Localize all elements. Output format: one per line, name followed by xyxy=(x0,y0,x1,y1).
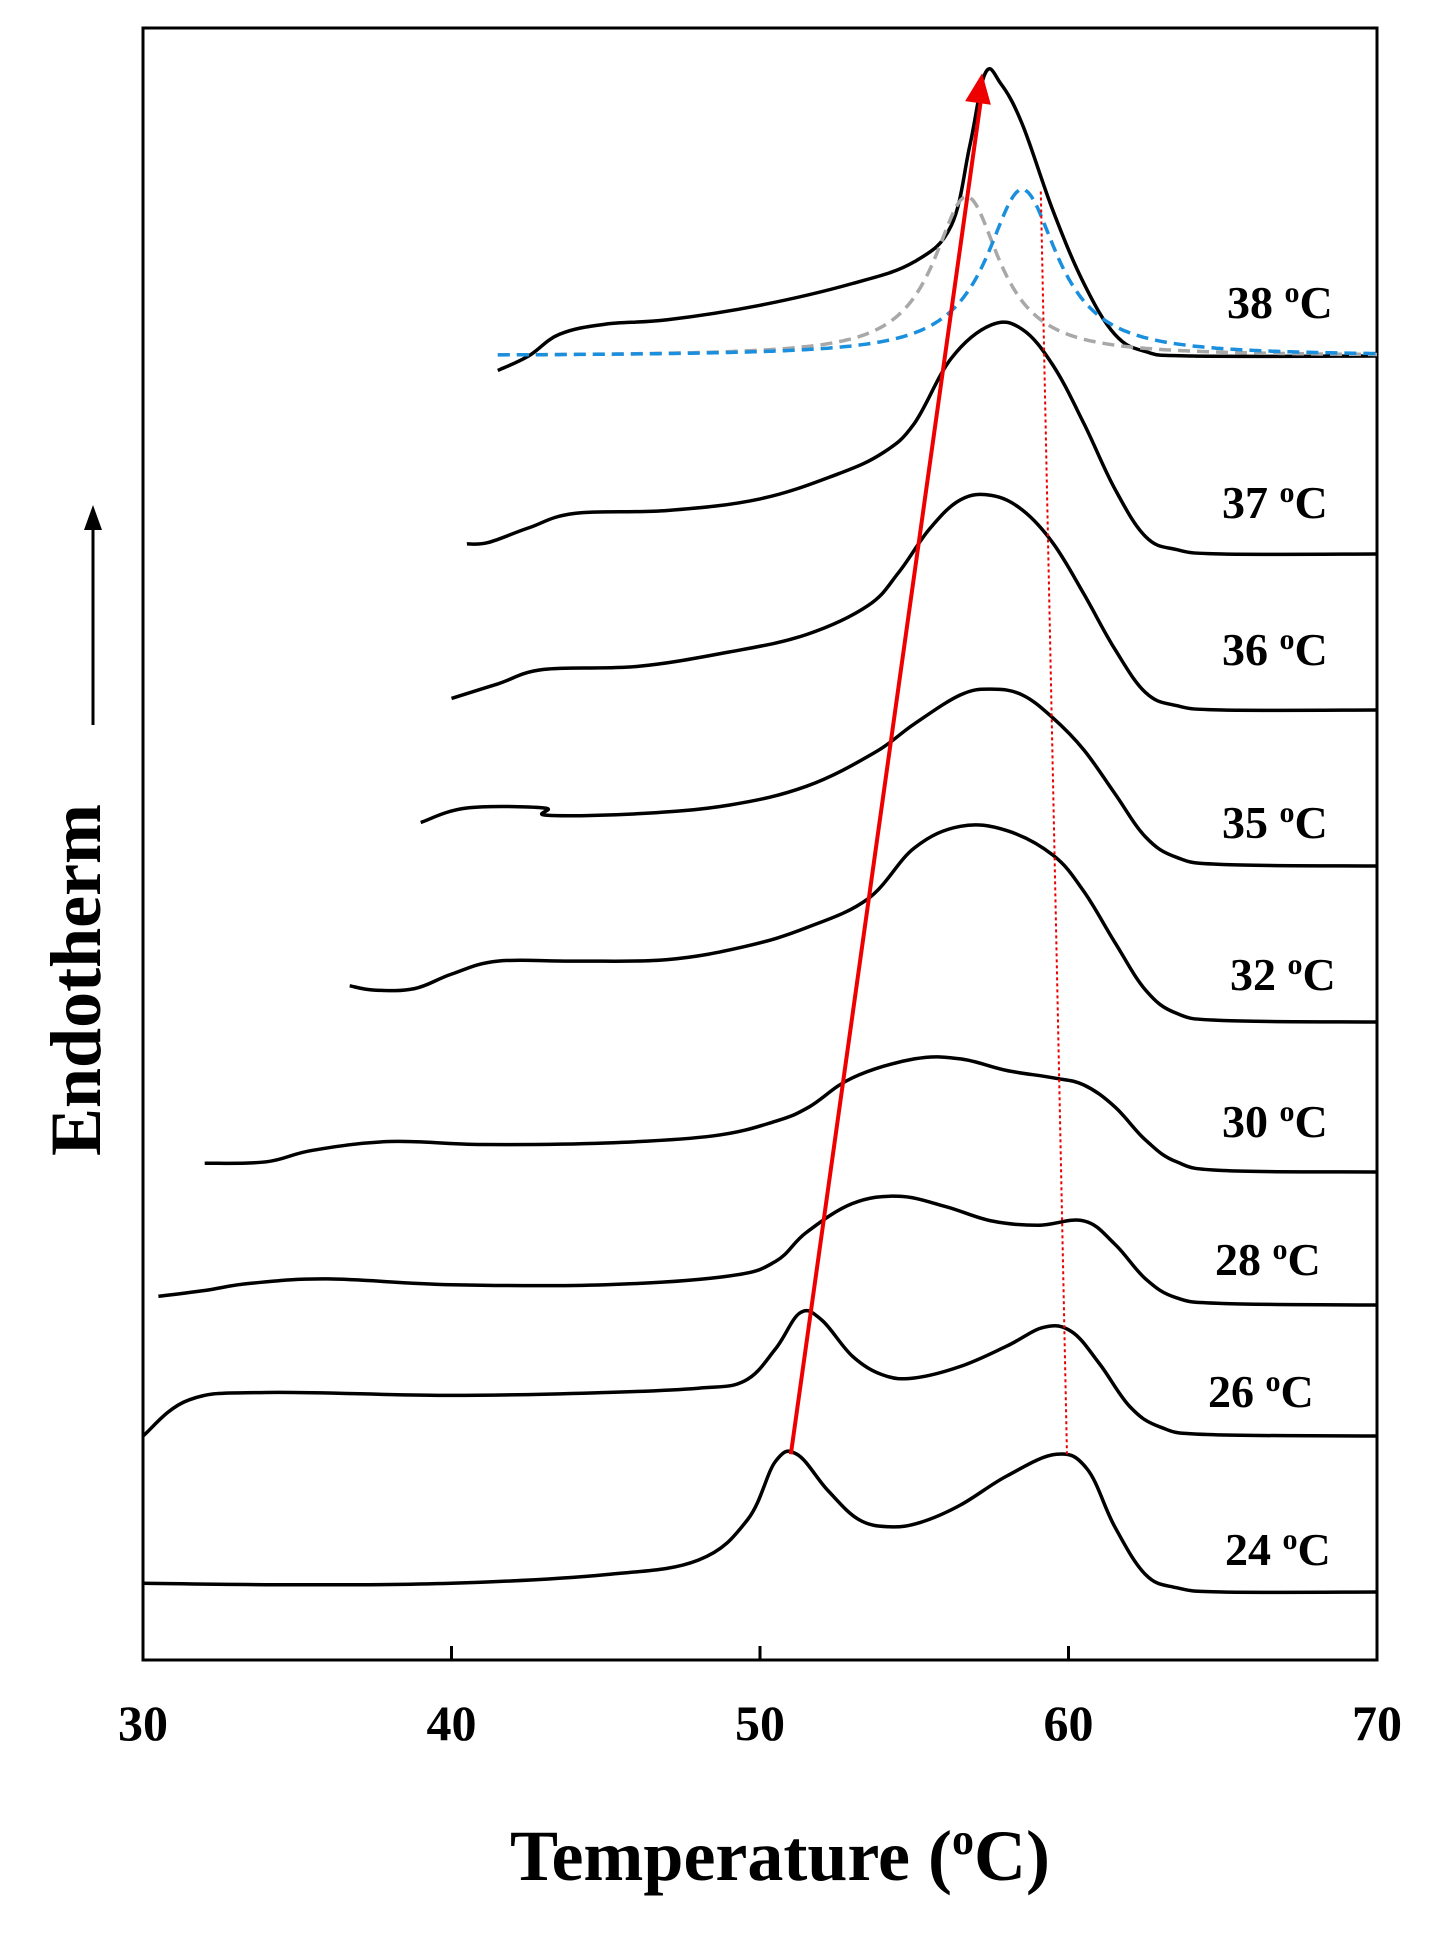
x-axis-ticks: 30 40 50 60 70 xyxy=(118,1646,1402,1751)
deconvolution-group xyxy=(497,187,1378,357)
x-tick-label-40: 40 xyxy=(427,1695,477,1751)
trend-arrow-line xyxy=(788,90,985,1455)
curve-24C xyxy=(142,1449,1378,1595)
deconvolution-peak-1 xyxy=(497,194,1377,357)
y-axis-arrow-head xyxy=(84,505,102,530)
curve-label-26C: 26 oC xyxy=(1208,1365,1314,1417)
x-tick-label-30: 30 xyxy=(118,1695,168,1751)
y-axis-title: Endotherm xyxy=(36,804,116,1156)
curve-label-30C: 30 oC xyxy=(1222,1095,1328,1147)
curve-26C xyxy=(141,1308,1378,1438)
x-tick-label-60: 60 xyxy=(1044,1695,1094,1751)
x-tick-label-70: 70 xyxy=(1352,1695,1402,1751)
curves-group xyxy=(141,67,1378,1595)
x-axis-title-unit: C xyxy=(974,1816,1026,1896)
deconvolution-peak-2 xyxy=(497,187,1378,357)
trend-group xyxy=(788,73,1068,1455)
x-axis-title-sup: o xyxy=(952,1815,974,1864)
trend-arrow-head xyxy=(965,73,991,105)
curve-37C xyxy=(466,320,1378,557)
plot-frame xyxy=(141,26,1379,1662)
curve-label-24C: 24 oC xyxy=(1225,1523,1331,1575)
x-axis-title-text: Temperature xyxy=(510,1816,910,1896)
curve-28C xyxy=(158,1194,1378,1307)
curve-30C xyxy=(204,1055,1378,1174)
curve-label-32C: 32 oC xyxy=(1230,948,1336,1000)
curve-35C xyxy=(420,687,1378,868)
curve-36C xyxy=(450,492,1378,713)
x-tick-label-50: 50 xyxy=(735,1695,785,1751)
x-axis-title: Temperature (oC) xyxy=(510,1815,1050,1896)
curve-label-38C: 38 oC xyxy=(1227,276,1333,328)
curve-label-36C: 36 oC xyxy=(1222,623,1328,675)
curve-labels-group: 24 oC 26 oC 28 oC 30 oC 32 oC 35 oC 36 oC 37 oC… xyxy=(1208,276,1336,1575)
curve-label-35C: 35 oC xyxy=(1222,796,1328,848)
curve-38C xyxy=(497,67,1378,373)
trend-dotted-line xyxy=(1039,189,1068,1455)
curve-32C xyxy=(349,823,1378,1024)
curve-label-37C: 37 oC xyxy=(1222,476,1328,528)
curve-label-28C: 28 oC xyxy=(1215,1233,1321,1285)
